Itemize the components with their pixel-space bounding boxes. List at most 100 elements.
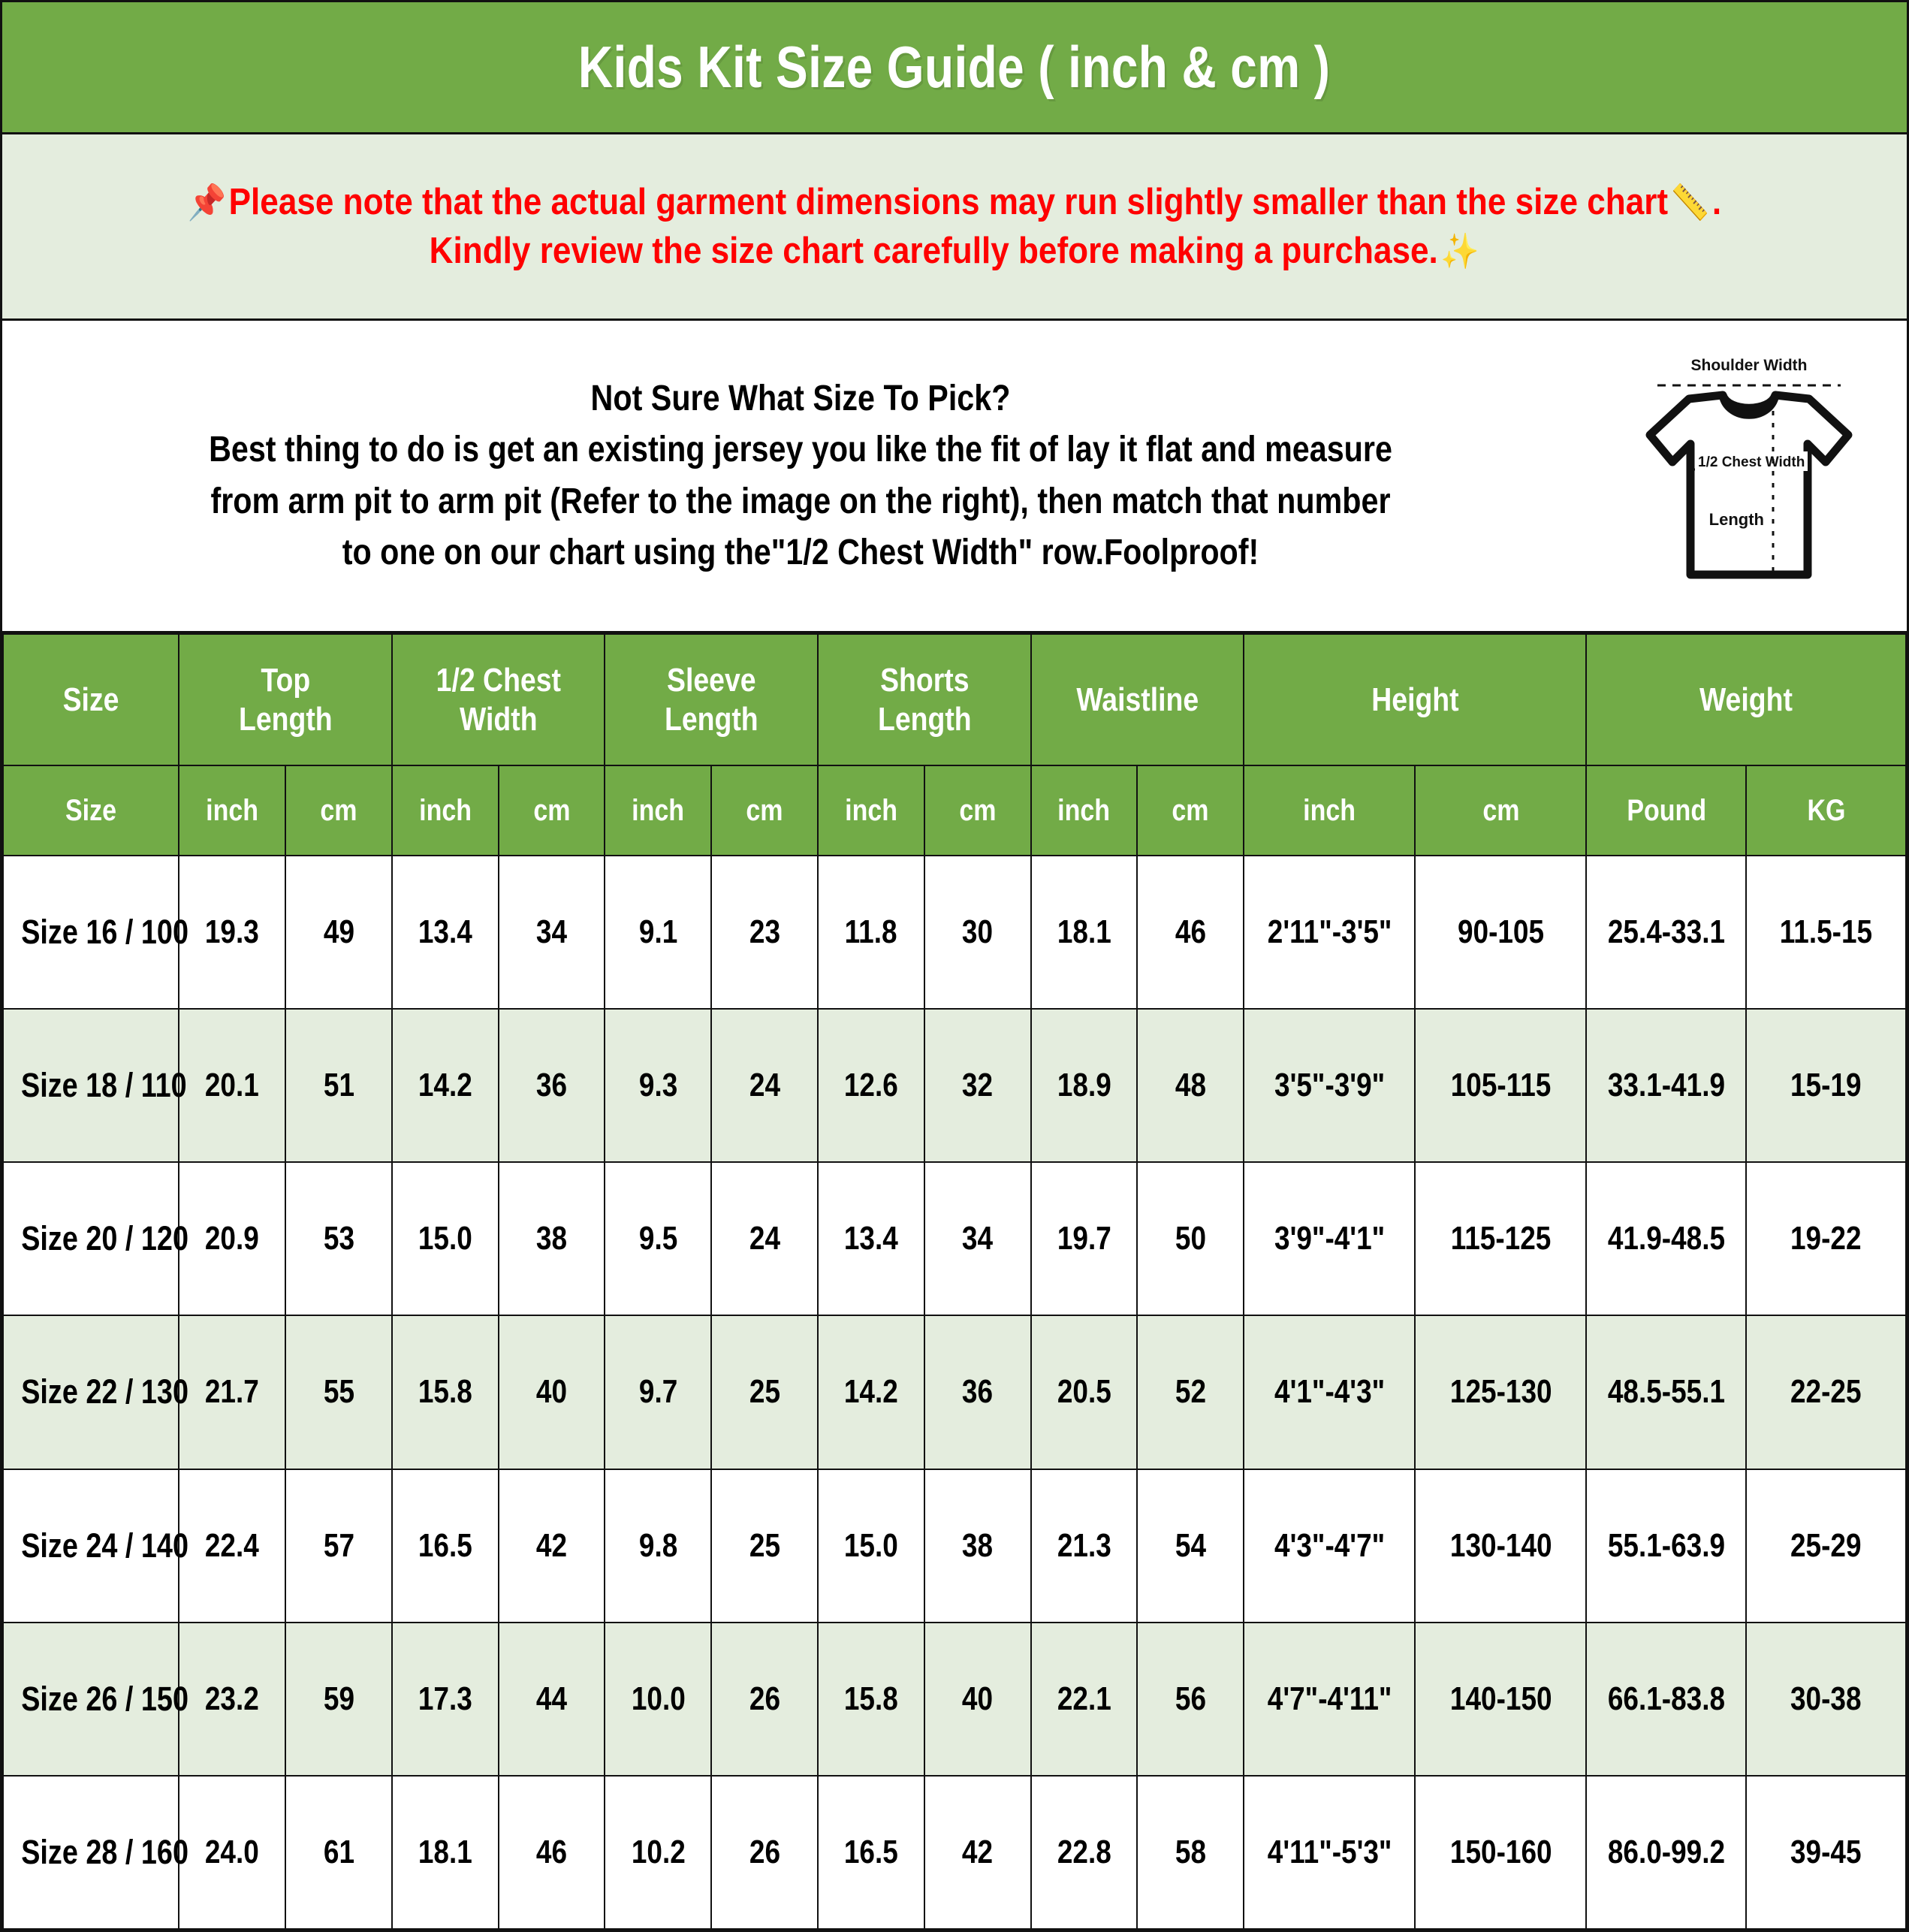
measurement-value: 24.0 (205, 1833, 260, 1870)
size-label-cell: Size 22 / 130 (2, 1315, 188, 1470)
measurement-value: 150-160 (1449, 1833, 1552, 1870)
notice-line-1: 📌 Please note that the actual garment di… (188, 178, 1722, 227)
measurement-cell: 58 (1136, 1774, 1245, 1930)
tshirt-measurement-diagram: Shoulder Width 1/2 Chest Width Length (1645, 357, 1853, 578)
measurement-value: 38 (962, 1526, 994, 1564)
notice-line-2: Kindly review the size chart carefully b… (430, 227, 1479, 276)
measurement-cell: 10.2 (604, 1774, 713, 1930)
unit-header-row: Size inch cm inch cm inch cm inch cm inch cm inch cm… (2, 765, 1907, 856)
measurement-cell: 42 (497, 1468, 606, 1623)
measurement-cell: 15.0 (391, 1161, 499, 1317)
unit-header-label: inch (206, 793, 259, 827)
tshirt-outline (1645, 391, 1853, 578)
measurement-value: 25.4-33.1 (1607, 913, 1725, 951)
unit-header-cell: inch (604, 765, 713, 856)
measurement-value: 86.0-99.2 (1607, 1833, 1725, 1870)
measurement-cell: 25.4-33.1 (1585, 854, 1748, 1010)
measurement-cell: 16.5 (817, 1774, 925, 1930)
unit-header-label: Size (65, 793, 117, 827)
measurement-value: 12.6 (843, 1067, 898, 1104)
measurement-value: 4'3"-4'7" (1274, 1526, 1385, 1564)
column-group-header-label: Top Length (238, 662, 333, 738)
sparkles-icon: ✨ (1440, 231, 1480, 270)
measurement-cell: 38 (497, 1161, 606, 1317)
length-label: Length (1709, 510, 1764, 529)
measurement-value: 25-29 (1790, 1526, 1862, 1564)
measurement-value: 46 (536, 1833, 568, 1870)
measurement-value: 48.5-55.1 (1607, 1373, 1725, 1411)
measurement-value: 38 (536, 1220, 568, 1257)
instruction-line-1: Best thing to do is get an existing jers… (209, 430, 1392, 470)
measurement-cell: 14.2 (817, 1315, 925, 1470)
measurement-cell: 22.1 (1030, 1621, 1138, 1777)
size-label: Size 18 / 110 (21, 1066, 187, 1105)
measurement-cell: 18.9 (1030, 1008, 1138, 1164)
table-row: Size 22 / 130 21.7 55 15.8 40 9.7 25 14.2 36 20.5… (2, 1315, 1907, 1470)
measurement-cell: 9.8 (604, 1468, 713, 1623)
measurement-cell: 10.0 (604, 1621, 713, 1777)
measurement-cell: 4'11"-5'3" (1243, 1774, 1416, 1930)
measurement-value: 24 (749, 1220, 780, 1257)
measurement-value: 23.2 (205, 1680, 260, 1717)
group-header-row: Size Top Length 1/2 Chest Width Sleeve Length S… (2, 633, 1907, 766)
measurement-cell: 66.1-83.8 (1585, 1621, 1748, 1777)
unit-header-cell: inch (817, 765, 925, 856)
measurement-value: 18.1 (1057, 913, 1111, 951)
size-chart-table: Size Top Length 1/2 Chest Width Sleeve Length S… (2, 633, 1907, 1930)
measurement-value: 50 (1175, 1220, 1206, 1257)
measurement-value: 54 (1175, 1526, 1206, 1564)
measurement-value: 61 (323, 1833, 354, 1870)
size-label-cell: Size 18 / 110 (2, 1008, 187, 1164)
unit-header-label: inch (1303, 793, 1356, 827)
measurement-cell: 115-125 (1414, 1161, 1588, 1317)
measurement-value: 34 (536, 913, 568, 951)
size-label-cell: Size 16 / 100 (2, 854, 188, 1010)
measurement-value: 44 (536, 1680, 568, 1717)
measurement-value: 3'5"-3'9" (1274, 1067, 1385, 1104)
column-group-header: 1/2 Chest Width (391, 633, 606, 766)
measurement-value: 42 (536, 1526, 568, 1564)
measurement-value: 15.8 (418, 1373, 472, 1411)
measurement-cell: 21.7 (178, 1315, 287, 1470)
measurement-cell: 105-115 (1414, 1008, 1588, 1164)
notice-line-1-text: Please note that the actual garment dime… (228, 181, 1669, 222)
table-row: Size 16 / 100 19.3 49 13.4 34 9.1 23 11.8 30 18.1… (2, 854, 1907, 1010)
measurement-value: 11.5-15 (1779, 913, 1873, 951)
measurement-value: 9.3 (638, 1067, 678, 1104)
unit-header-cell: inch (1243, 765, 1416, 856)
unit-header-cell: cm (285, 765, 393, 856)
measurement-value: 30-38 (1790, 1680, 1862, 1717)
measurement-value: 105-115 (1450, 1067, 1552, 1104)
measurement-cell: 25 (710, 1468, 819, 1623)
measurement-cell: 36 (497, 1008, 606, 1164)
measurement-value: 90-105 (1457, 913, 1544, 951)
measurement-cell: 42 (923, 1774, 1032, 1930)
measurement-cell: 24 (710, 1008, 819, 1164)
measurement-value: 26 (749, 1680, 780, 1717)
measurement-cell: 90-105 (1414, 854, 1588, 1010)
unit-header-cell: cm (710, 765, 819, 856)
measurement-value: 59 (323, 1680, 354, 1717)
ruler-icon: 📏 (1670, 183, 1710, 222)
measurement-cell: 13.4 (817, 1161, 925, 1317)
measurement-cell: 49 (285, 854, 393, 1010)
measurement-value: 9.5 (638, 1220, 678, 1257)
measurement-value: 115-125 (1450, 1220, 1552, 1257)
unit-header-cell: Size (2, 765, 180, 856)
column-group-header-label: Weight (1699, 681, 1793, 718)
page-title: Kids Kit Size Guide ( inch & cm ) (578, 34, 1331, 100)
measurement-value: 52 (1175, 1373, 1206, 1411)
measurement-cell: 24.0 (178, 1774, 287, 1930)
measurement-cell: 59 (285, 1621, 393, 1777)
measurement-value: 36 (962, 1373, 994, 1411)
measurement-cell: 19.7 (1030, 1161, 1138, 1317)
measurement-value: 140-150 (1449, 1680, 1552, 1717)
unit-header-cell: cm (1136, 765, 1245, 856)
size-label: Size 24 / 140 (21, 1526, 188, 1565)
table-body: Size 16 / 100 19.3 49 13.4 34 9.1 23 11.8 30 18.1… (2, 854, 1907, 1930)
unit-header-cell: KG (1745, 765, 1907, 856)
measurement-cell: 24 (710, 1161, 819, 1317)
measurement-cell: 11.5-15 (1745, 854, 1907, 1010)
measurement-value: 14.2 (843, 1373, 898, 1411)
instruction-text-block: Not Sure What Size To Pick? Best thing t… (2, 373, 1606, 578)
